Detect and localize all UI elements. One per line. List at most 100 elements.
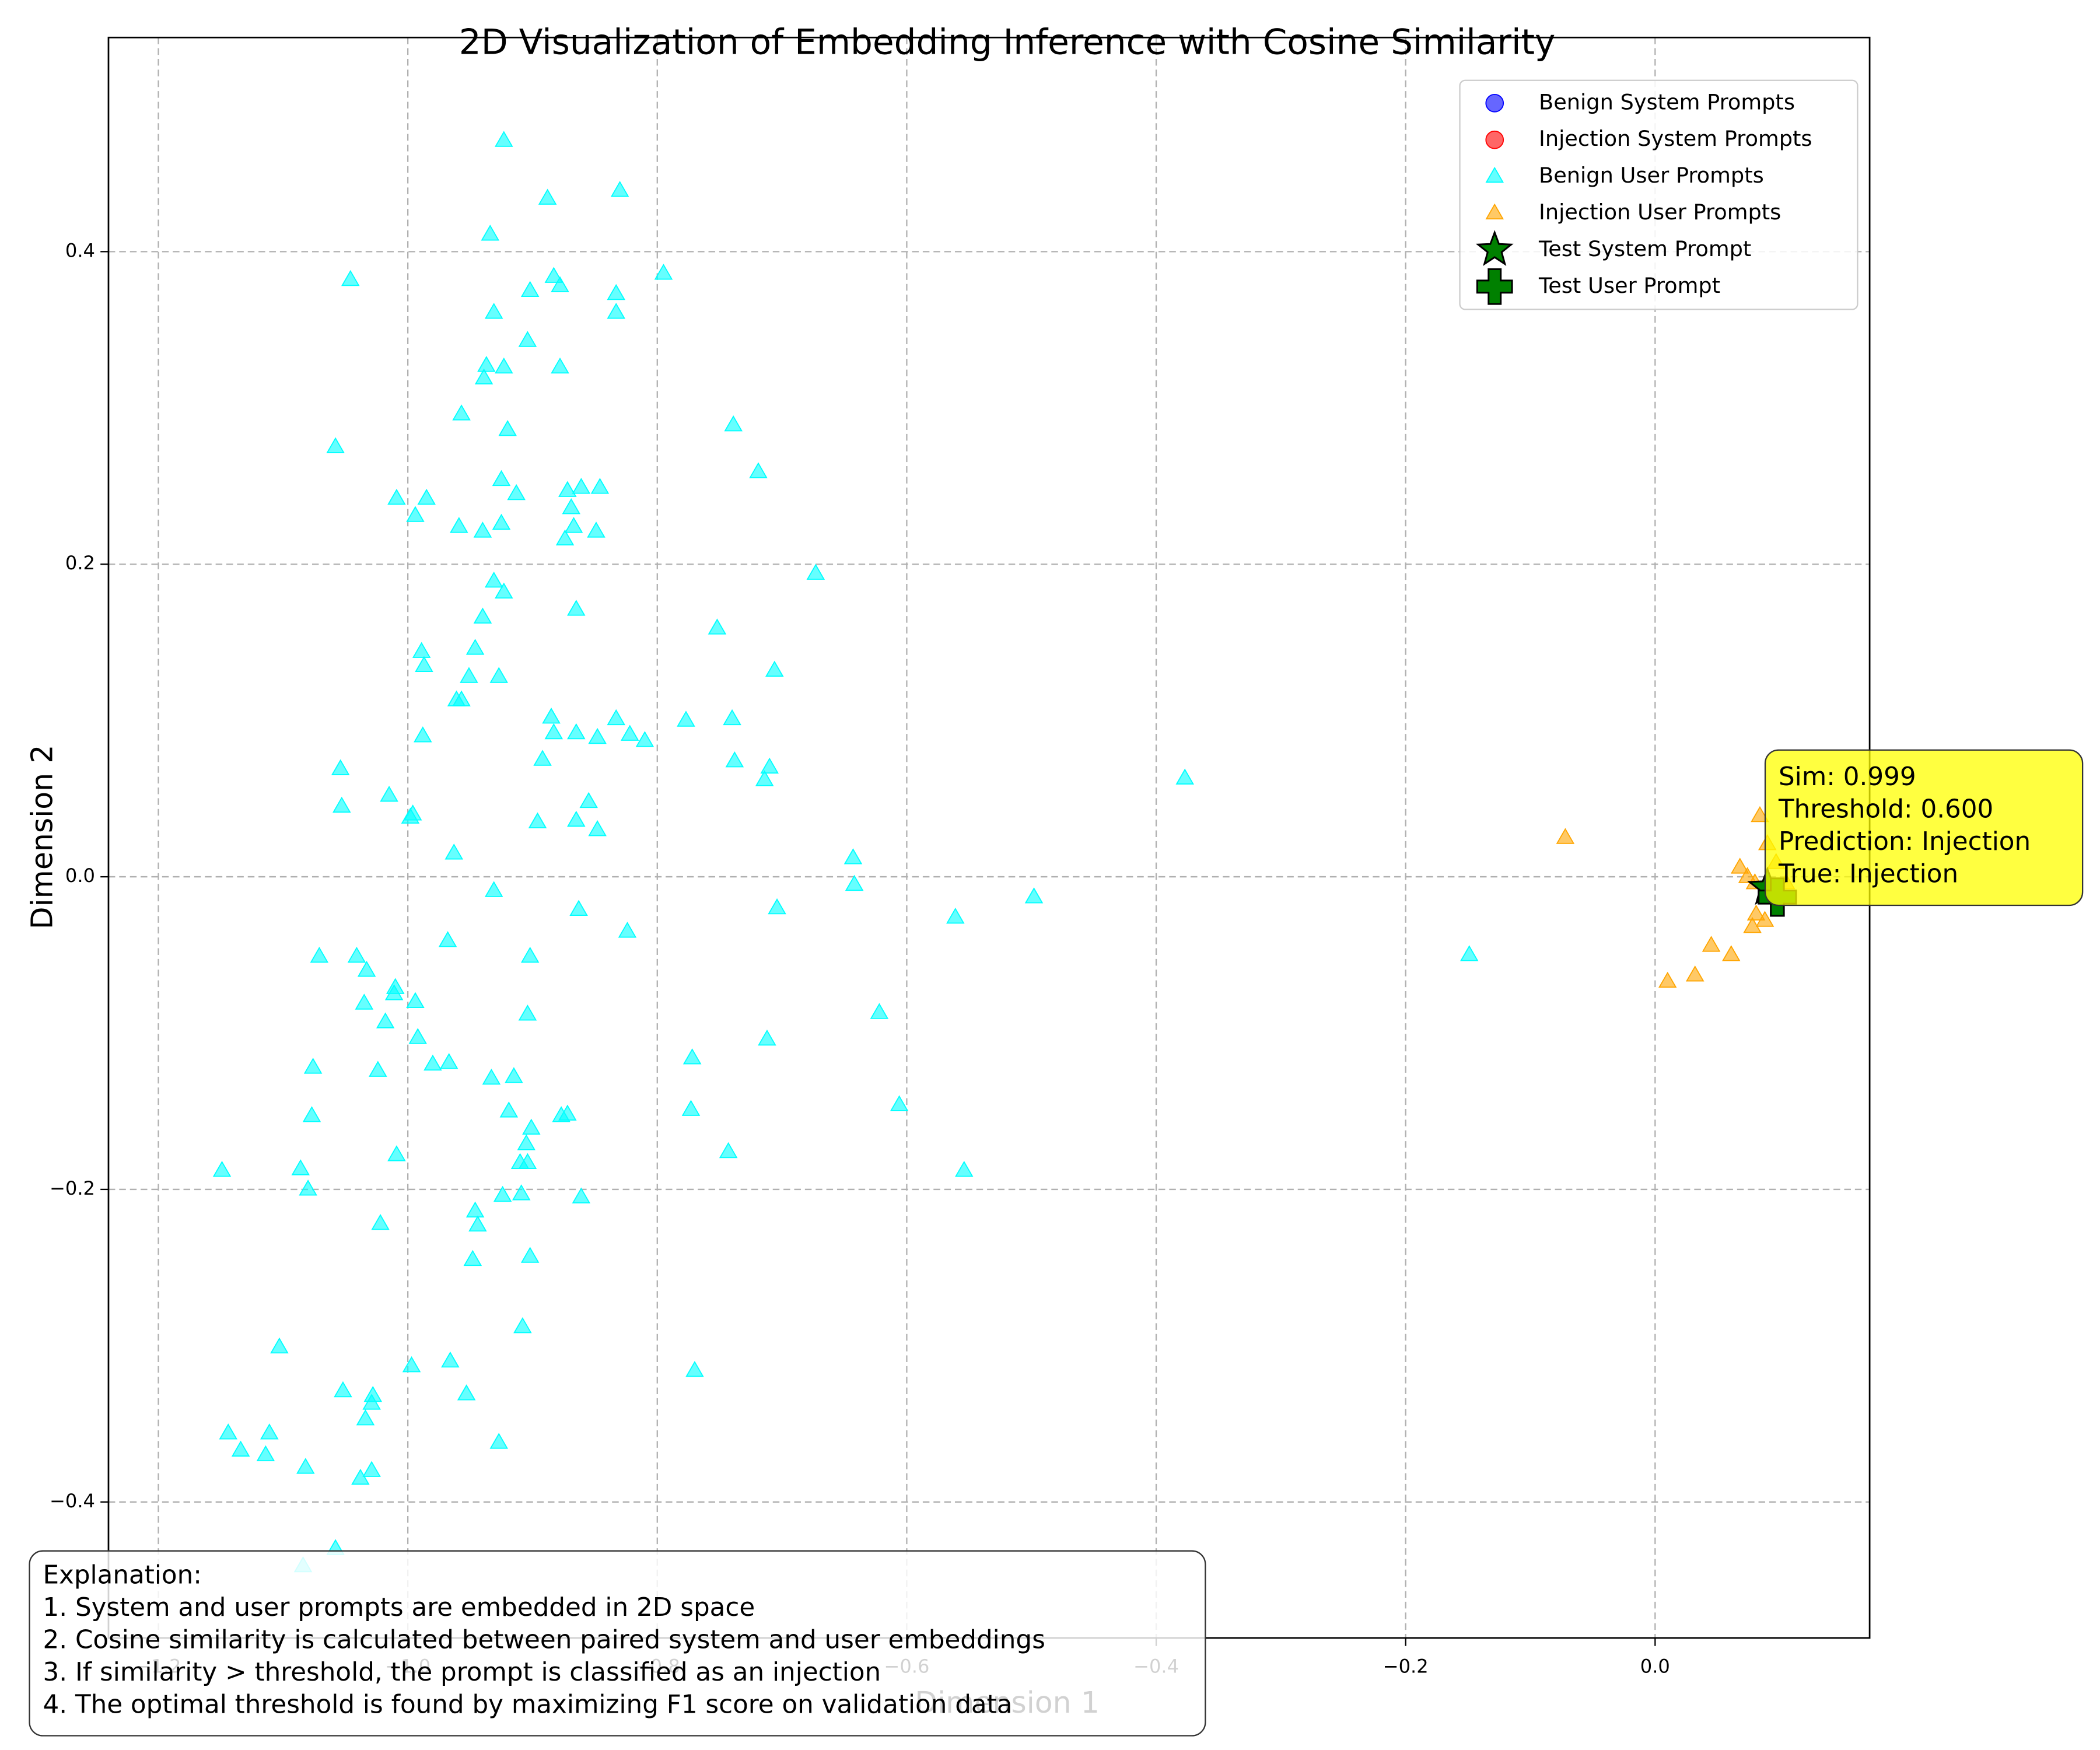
data-point <box>590 478 610 494</box>
data-point <box>588 727 607 744</box>
data-point <box>212 1161 232 1177</box>
data-point <box>579 792 598 808</box>
data-point <box>387 488 406 505</box>
data-point <box>356 1409 375 1426</box>
data-point <box>542 708 561 724</box>
data-point <box>468 1215 487 1232</box>
data-point <box>870 1003 889 1019</box>
data-point <box>406 506 425 522</box>
data-point <box>484 881 503 897</box>
data-point <box>495 131 513 147</box>
data-point <box>533 750 552 766</box>
data-point <box>492 513 511 530</box>
data-point <box>765 660 784 677</box>
data-point <box>415 656 433 672</box>
annotation-box <box>1764 749 2084 907</box>
legend: Benign System Prompts Injection System Pr… <box>1459 79 1859 310</box>
data-point <box>474 368 494 384</box>
y-tick-label: −0.2 <box>50 1177 95 1199</box>
data-point <box>351 1468 370 1485</box>
data-point <box>457 1384 476 1401</box>
data-point <box>723 709 741 726</box>
y-tick-label: 0.2 <box>65 552 95 574</box>
data-point <box>1755 911 1774 927</box>
data-point <box>493 1185 512 1202</box>
data-point <box>569 900 588 916</box>
y-tick-label: 0.0 <box>65 864 95 887</box>
data-point <box>1460 945 1479 961</box>
data-point <box>538 188 557 205</box>
data-point <box>414 726 432 743</box>
legend-label: Test System Prompt <box>1538 236 1751 261</box>
data-point <box>376 1012 395 1028</box>
explanation-line: 2. Cosine similarity is calculated betwe… <box>43 1625 1045 1654</box>
annotation-line: Sim: 0.999 <box>1779 762 1916 792</box>
data-point <box>528 812 547 828</box>
data-point <box>495 582 513 599</box>
data-point <box>473 522 492 538</box>
data-point <box>481 225 500 241</box>
data-point <box>507 484 526 501</box>
data-point <box>412 642 431 658</box>
data-point <box>466 1201 485 1218</box>
data-point <box>256 1445 275 1462</box>
data-point <box>955 1161 974 1177</box>
data-point <box>618 922 637 938</box>
data-point <box>332 796 351 813</box>
data-point <box>725 751 744 768</box>
data-point <box>607 284 625 300</box>
data-point <box>551 276 569 292</box>
data-point <box>1024 887 1044 904</box>
data-point <box>520 946 540 963</box>
data-point <box>441 1351 460 1368</box>
data-point <box>347 946 366 963</box>
overlay: Benign System Prompts Injection System Pr… <box>29 79 2084 1737</box>
data-point <box>1556 828 1575 844</box>
data-point <box>402 1356 421 1373</box>
explanation-line: 3. If similarity > threshold, the prompt… <box>43 1658 881 1687</box>
legend-marker <box>1485 130 1504 149</box>
x-tick-label: 0.0 <box>1640 1655 1670 1677</box>
y-tick-label: −0.4 <box>50 1490 95 1512</box>
data-point <box>1175 768 1194 785</box>
data-point <box>219 1423 238 1440</box>
legend-label: Injection System Prompts <box>1539 126 1812 151</box>
legend-marker <box>1476 268 1513 305</box>
data-point <box>755 770 774 786</box>
explanation-line: 4. The optimal threshold is found by max… <box>43 1690 1012 1720</box>
data-point <box>1746 904 1766 921</box>
data-point <box>555 529 575 545</box>
data-point <box>749 462 768 478</box>
data-point <box>355 993 374 1010</box>
data-point <box>331 759 350 775</box>
data-point <box>758 1029 776 1046</box>
data-point <box>303 1058 323 1074</box>
data-point <box>371 1214 390 1230</box>
data-point <box>513 1317 532 1334</box>
data-point <box>477 356 496 372</box>
data-point <box>607 303 625 319</box>
data-point <box>417 488 436 505</box>
data-point <box>1721 945 1741 961</box>
data-point <box>682 1048 702 1065</box>
data-point <box>334 1381 352 1398</box>
data-point <box>1658 971 1677 988</box>
legend-label: Injection User Prompts <box>1539 200 1781 225</box>
data-point <box>558 481 577 497</box>
data-point <box>610 181 629 197</box>
data-point <box>890 1095 909 1111</box>
data-point <box>572 478 591 494</box>
data-point <box>518 1153 537 1170</box>
data-point <box>845 874 864 891</box>
data-point <box>450 517 468 533</box>
data-point <box>387 1145 406 1161</box>
data-point <box>567 723 586 740</box>
data-point <box>1730 858 1749 874</box>
data-point <box>522 1118 541 1135</box>
data-point <box>299 1180 317 1196</box>
data-point <box>572 1187 591 1203</box>
legend-marker <box>1485 203 1504 220</box>
data-point <box>484 303 503 319</box>
data-point <box>1738 867 1757 883</box>
